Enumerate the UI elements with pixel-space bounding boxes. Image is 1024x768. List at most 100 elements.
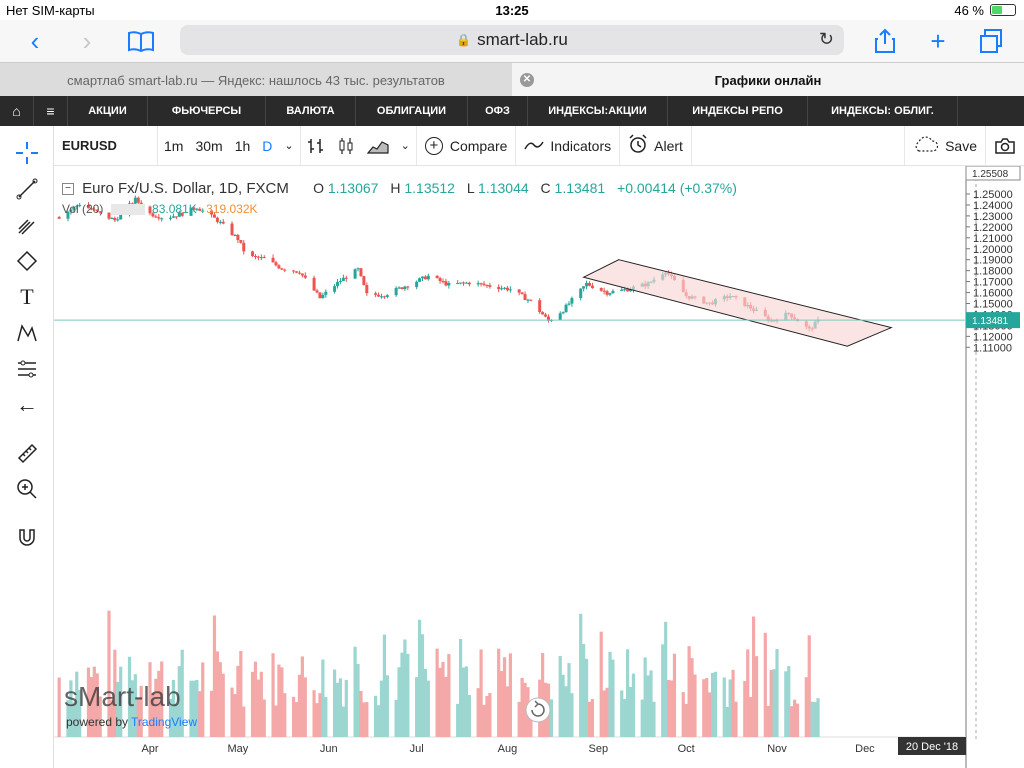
alert-button[interactable]: Alert: [620, 125, 692, 166]
tab-yandex[interactable]: смартлаб smart-lab.ru — Яндекс: нашлось …: [0, 63, 512, 97]
candle-body: [198, 208, 202, 211]
nav-item-stocks[interactable]: АКЦИИ: [68, 96, 148, 126]
price-chart[interactable]: 1.250001.240001.230001.220001.210001.200…: [54, 166, 1024, 768]
candle-body: [485, 285, 489, 287]
pitchfork-icon[interactable]: [12, 210, 42, 240]
volume-bar: [646, 675, 650, 737]
nav-item-futures[interactable]: ФЬЮЧЕРСЫ: [148, 96, 266, 126]
compare-button[interactable]: + Compare: [417, 125, 517, 166]
back-icon[interactable]: ‹: [30, 25, 40, 56]
y-tick-label: 1.19000: [973, 255, 1013, 267]
zoom-in-icon[interactable]: [12, 474, 42, 504]
interval-d[interactable]: D: [262, 137, 273, 154]
bar-style-icon[interactable]: [301, 126, 331, 166]
candle-body: [292, 270, 296, 272]
candle-body: [333, 286, 337, 292]
x-tick-label: Dec: [855, 743, 875, 755]
save-button[interactable]: Save: [904, 125, 986, 166]
candle-body: [538, 300, 542, 313]
reset-chart-icon[interactable]: [525, 697, 551, 723]
channel-drawing[interactable]: [582, 259, 893, 347]
magnet-icon[interactable]: [12, 522, 42, 552]
candle-body: [57, 216, 61, 219]
candle-body: [119, 213, 123, 220]
volume-bar: [280, 667, 284, 737]
ruler-icon[interactable]: [12, 438, 42, 468]
interval-1m[interactable]: 1m: [164, 137, 184, 154]
tab-charts[interactable]: ✕ Графики онлайн: [512, 63, 1024, 97]
volume-bar: [681, 692, 685, 737]
volume-bar: [236, 665, 240, 737]
chart-style-dropdown-icon[interactable]: ⌄: [395, 125, 417, 166]
candle-body: [280, 268, 284, 270]
candle-body: [151, 213, 155, 217]
interval-30m[interactable]: 30m: [195, 137, 223, 154]
top-price-label: 1.25508: [972, 169, 1009, 180]
candle-body: [497, 286, 501, 290]
volume-bar: [148, 662, 152, 737]
nav-item-ofz[interactable]: ОФЗ: [468, 96, 528, 126]
fib-tool-icon[interactable]: [12, 354, 42, 384]
nav-item-bonds[interactable]: ОБЛИГАЦИИ: [356, 96, 468, 126]
candle-body: [230, 223, 234, 235]
close-tab-icon[interactable]: ✕: [520, 73, 534, 87]
share-icon[interactable]: [870, 26, 900, 56]
patterns-icon[interactable]: [12, 318, 42, 348]
interval-1h[interactable]: 1h: [234, 137, 251, 154]
volume-bar: [171, 679, 176, 737]
nav-item-repo-indices[interactable]: ИНДЕКСЫ РЕПО: [668, 96, 808, 126]
nav-item-bond-indices[interactable]: ИНДЕКСЫ: ОБЛИГ.: [808, 96, 958, 126]
forward-icon[interactable]: ›: [82, 25, 92, 56]
collapse-legend-icon[interactable]: −: [62, 183, 74, 196]
indicators-button[interactable]: Indicators: [516, 125, 621, 166]
lock-icon: 🔒: [456, 33, 472, 47]
volume-bar: [127, 656, 132, 737]
volume-settings-icon[interactable]: [110, 204, 145, 216]
arrow-back-icon[interactable]: ←: [16, 392, 38, 417]
volume-bar: [751, 616, 756, 737]
area-style-icon[interactable]: [361, 126, 395, 166]
volume-bar: [769, 670, 773, 737]
candle-body: [529, 299, 533, 301]
volume-bar: [283, 693, 287, 737]
candle-body: [212, 214, 216, 218]
candle-body: [189, 207, 193, 216]
trend-line-icon[interactable]: [12, 174, 42, 204]
volume-bar: [558, 655, 562, 737]
candle-body: [259, 257, 263, 259]
volume-bar: [130, 680, 135, 737]
candle-body: [215, 217, 219, 222]
home-icon[interactable]: ⌂: [0, 96, 34, 126]
candle-body: [321, 294, 325, 299]
volume-bar: [705, 678, 709, 737]
interval-dropdown-icon[interactable]: ⌄: [278, 125, 301, 166]
nav-item-currency[interactable]: ВАЛЮТА: [266, 96, 356, 126]
candle-body: [456, 283, 460, 285]
new-tab-icon[interactable]: +: [930, 25, 946, 56]
candle-body: [582, 286, 586, 289]
bookmarks-icon[interactable]: [124, 26, 158, 56]
tabs-icon[interactable]: [976, 26, 1006, 56]
volume-bar: [209, 690, 214, 737]
address-bar[interactable]: 🔒 smart-lab.ru ↻: [180, 25, 844, 55]
shapes-icon[interactable]: [12, 246, 42, 276]
menu-icon[interactable]: ≡: [34, 96, 68, 126]
candle-body: [239, 239, 243, 243]
text-tool-icon[interactable]: T: [20, 284, 34, 309]
volume-bar: [772, 669, 776, 737]
nav-item-stock-indices[interactable]: ИНДЕКСЫ:АКЦИИ: [528, 96, 668, 126]
candle-style-icon[interactable]: [331, 126, 361, 166]
candle-body: [251, 251, 255, 257]
candle-body: [262, 257, 266, 259]
volume-bar: [189, 680, 193, 737]
volume-bar: [722, 677, 726, 737]
candle-body: [599, 288, 603, 291]
candle-body: [136, 197, 140, 203]
crosshair-icon[interactable]: [12, 138, 42, 168]
symbol-search[interactable]: EURUSD: [54, 125, 158, 166]
candle-body: [444, 281, 448, 286]
camera-icon[interactable]: [986, 126, 1024, 166]
volume-bar: [215, 651, 219, 737]
volume-bar: [728, 679, 732, 737]
reload-icon[interactable]: ↻: [818, 29, 834, 49]
